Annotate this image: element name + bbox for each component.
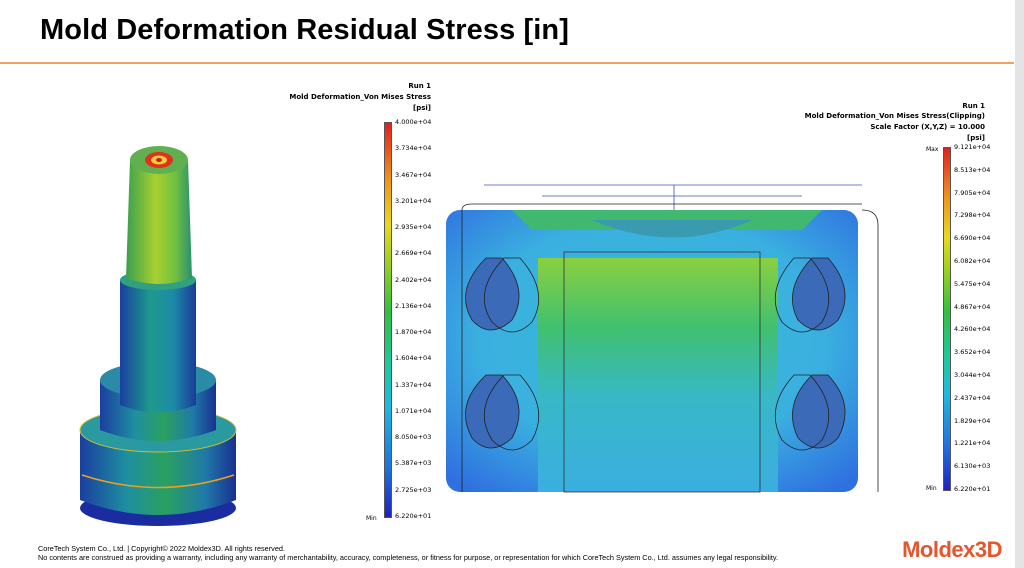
part-3d-view xyxy=(79,146,237,526)
right-tick-label: 1.221e+04 xyxy=(954,439,991,448)
left-legend-run: Run 1 xyxy=(408,82,431,90)
right-tick-label: 6.220e+01 xyxy=(954,485,991,493)
scrollbar-track[interactable] xyxy=(1015,0,1024,568)
right-tick-label: 2.437e+04 xyxy=(954,393,991,402)
right-tick-label: 5.475e+04 xyxy=(954,279,991,288)
right-tick-label: 6.082e+04 xyxy=(954,257,991,265)
brand-part1: Moldex xyxy=(902,537,975,562)
right-tick-label: 3.652e+04 xyxy=(954,348,991,357)
right-tick-label: 8.513e+04 xyxy=(954,165,991,174)
right-legend-quantity: Mold Deformation_Von Mises Stress(Clippi… xyxy=(804,112,985,120)
left-tick-label: 5.387e+03 xyxy=(395,459,432,468)
right-tick-label: 4.867e+04 xyxy=(954,302,991,311)
right-min-label: Min xyxy=(926,485,937,492)
left-color-bar xyxy=(384,122,392,518)
left-tick-label: 2.136e+04 xyxy=(395,301,432,310)
left-tick-label: 2.669e+04 xyxy=(395,249,432,258)
left-tick-label: 6.220e+01 xyxy=(395,512,432,520)
left-tick-label: 2.935e+04 xyxy=(395,223,432,232)
left-tick-label: 2.402e+04 xyxy=(395,275,432,284)
right-tick-label: 1.829e+04 xyxy=(954,416,991,425)
right-legend-scale: Scale Factor (X,Y,Z) = 10.000 xyxy=(870,123,985,131)
left-tick-label: 3.201e+04 xyxy=(395,196,432,205)
left-tick-label: 4.000e+04 xyxy=(395,118,432,126)
left-tick-label: 3.467e+04 xyxy=(395,170,432,179)
right-tick-label: 7.905e+04 xyxy=(954,188,991,197)
right-tick-label: 6.130e+03 xyxy=(954,462,991,471)
footer-disclaimer: No contents are construed as providing a… xyxy=(38,553,779,562)
right-color-bar xyxy=(943,147,951,491)
right-tick-label: 7.298e+04 xyxy=(954,211,991,220)
right-tick-label: 3.044e+04 xyxy=(954,371,991,379)
left-tick-label: 1.604e+04 xyxy=(395,354,432,363)
left-legend-quantity: Mold Deformation_Von Mises Stress xyxy=(289,93,431,101)
left-tick-label: 3.734e+04 xyxy=(395,144,432,153)
title-divider xyxy=(0,62,1014,64)
right-tick-label: 4.260e+04 xyxy=(954,325,991,334)
moldex3d-logo: Moldex3D xyxy=(902,537,1002,563)
mold-cross-section xyxy=(446,184,879,493)
left-tick-label: 1.870e+04 xyxy=(395,328,432,337)
slide-title: Mold Deformation Residual Stress [in] xyxy=(40,14,569,46)
left-tick-label: 1.071e+04 xyxy=(395,406,432,415)
left-legend-unit: [psi] xyxy=(413,104,431,112)
footer-copyright: CoreTech System Co., Ltd. | Copyright© 2… xyxy=(38,544,285,553)
right-tick-label: 6.690e+04 xyxy=(954,234,991,243)
left-tick-label: 8.050e+03 xyxy=(395,433,432,442)
right-max-label: Max xyxy=(926,146,939,153)
left-tick-label: 2.725e+03 xyxy=(395,485,432,494)
right-tick-label: 9.121e+04 xyxy=(954,143,991,151)
left-min-label: Min xyxy=(366,515,377,522)
left-tick-label: 1.337e+04 xyxy=(395,380,432,389)
right-legend-unit: [psi] xyxy=(967,134,985,142)
right-legend-run: Run 1 xyxy=(962,102,985,110)
brand-part2: 3D xyxy=(974,537,1003,562)
